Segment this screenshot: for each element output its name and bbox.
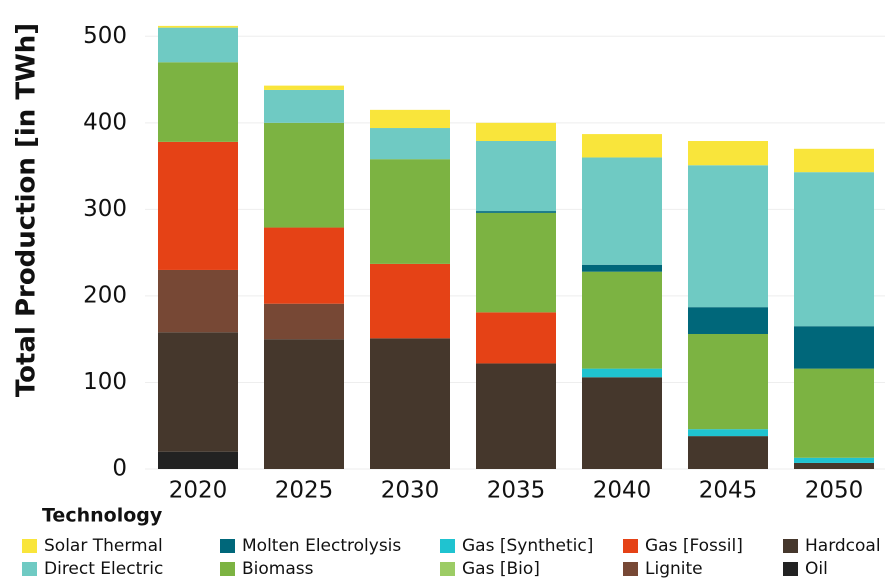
y-tick-label: 500: [83, 23, 127, 49]
legend-swatch: [440, 539, 455, 553]
bar-segment: [370, 159, 450, 264]
legend-label: Biomass: [242, 559, 314, 578]
bar-segment: [158, 27, 238, 63]
bar-segment: [688, 429, 768, 437]
bar-segment: [582, 134, 662, 158]
x-tick-label: 2045: [699, 478, 758, 504]
legend-label: Gas [Synthetic]: [462, 536, 593, 556]
bar-segment: [476, 122, 556, 142]
legend-swatch: [623, 539, 638, 553]
bar-segment: [688, 436, 768, 469]
bar-segment: [370, 109, 450, 129]
bar-segment: [476, 211, 556, 213]
bar-segment: [582, 264, 662, 272]
y-tick-label: 400: [83, 109, 127, 135]
legend-swatch: [220, 562, 235, 576]
bar-segment: [582, 271, 662, 369]
legend-swatch: [440, 562, 455, 576]
bar-segment: [476, 141, 556, 212]
bar-segment: [582, 377, 662, 469]
legend-label: Gas [Fossil]: [645, 536, 743, 556]
bar-segment: [688, 307, 768, 334]
bar-segment: [794, 326, 874, 369]
bar-segment: [158, 269, 238, 333]
legend-swatch: [783, 539, 798, 553]
bar-segment: [688, 165, 768, 308]
legend-label: Hardcoal: [805, 536, 881, 556]
bar-segment: [370, 338, 450, 469]
bar-segment: [794, 457, 874, 463]
bar-segment: [370, 128, 450, 160]
y-tick-label: 200: [83, 282, 127, 308]
y-tick-label: 100: [83, 369, 127, 395]
bar-segment: [476, 212, 556, 313]
bar-segment: [158, 332, 238, 452]
legend-swatch: [22, 562, 37, 576]
y-tick-label: 300: [83, 196, 127, 222]
y-tick-label: 0: [112, 456, 127, 482]
bar-segment: [794, 148, 874, 173]
legend-label: Gas [Bio]: [462, 559, 540, 578]
legend-swatch: [220, 539, 235, 553]
bar-segment: [264, 303, 344, 340]
x-tick-label: 2025: [275, 478, 334, 504]
bar-segment: [264, 227, 344, 304]
bar-segment: [158, 25, 238, 28]
bar-segment: [688, 333, 768, 430]
bar-segment: [582, 368, 662, 378]
bar-segment: [158, 451, 238, 469]
y-axis-title: Total Production [in TWh]: [12, 23, 42, 397]
x-tick-label: 2020: [169, 478, 228, 504]
bar-segment: [476, 312, 556, 364]
bar-segment: [264, 85, 344, 90]
bar-segment: [794, 172, 874, 327]
legend-label: Direct Electric: [44, 559, 163, 578]
x-tick-label: 2030: [381, 478, 440, 504]
bar-segment: [794, 368, 874, 458]
legend-label: Lignite: [645, 559, 703, 578]
legend-label: Oil: [805, 559, 828, 578]
x-tick-label: 2040: [593, 478, 652, 504]
legend-swatch: [22, 539, 37, 553]
legend-title: Technology: [42, 505, 163, 527]
legend-swatch: [783, 562, 798, 576]
bar-segment: [476, 363, 556, 469]
legend-swatch: [623, 562, 638, 576]
legend-label: Solar Thermal: [44, 536, 163, 556]
bar-segment: [158, 62, 238, 142]
bar-segment: [582, 157, 662, 265]
bar-segment: [264, 122, 344, 228]
x-tick-label: 2035: [487, 478, 546, 504]
bar-segment: [158, 141, 238, 270]
bar-segment: [370, 263, 450, 339]
x-tick-label: 2050: [805, 478, 864, 504]
legend-label: Molten Electrolysis: [242, 536, 401, 556]
bar-segment: [794, 462, 874, 469]
bar-segment: [688, 141, 768, 166]
bar-segment: [264, 89, 344, 123]
bar-segment: [264, 339, 344, 469]
